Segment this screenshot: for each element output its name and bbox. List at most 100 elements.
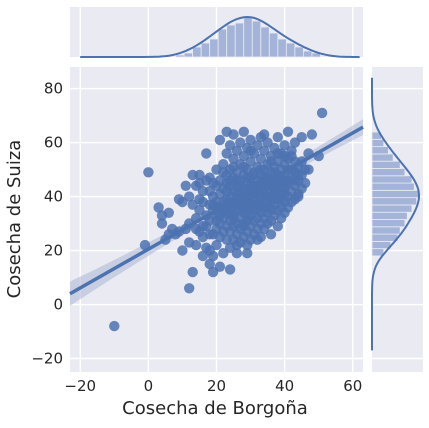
right-histogram-bar (371, 219, 406, 228)
scatter-point (224, 264, 236, 275)
right-histogram-bar (371, 211, 408, 220)
top-histogram-bar (251, 20, 262, 58)
marginal-y-histogram-panel (371, 67, 423, 372)
right-histogram-bar (371, 175, 413, 184)
top-histogram-bar (260, 26, 270, 58)
scatter-point (282, 153, 294, 164)
top-histogram-bar (209, 38, 219, 58)
scatter-point (231, 239, 243, 251)
y-tick-label: 20 (44, 242, 63, 260)
scatter-point (296, 132, 307, 143)
scatter-point (177, 245, 188, 256)
scatter-point (197, 221, 209, 232)
scatter-point (306, 129, 318, 140)
scatter-point (224, 175, 236, 186)
scatter-point (153, 202, 164, 213)
scatter-point (211, 215, 222, 226)
scatter-point (187, 169, 198, 181)
scatter-point (194, 194, 205, 205)
scatter-point (207, 250, 219, 262)
right-histogram-bar (371, 197, 418, 206)
right-histogram-bar (371, 153, 394, 162)
y-axis-label: Cosecha de Suiza (4, 140, 25, 299)
scatter-point (221, 186, 232, 197)
right-histogram-bar (371, 146, 389, 155)
scatter-point (242, 194, 253, 205)
scatter-point (204, 229, 215, 240)
right-histogram-bar (371, 168, 406, 177)
scatter-point (245, 145, 256, 156)
scatter-point (207, 199, 219, 210)
marginal-x-histogram-panel (70, 7, 363, 58)
top-histogram-bar (183, 52, 194, 58)
scatter-point (265, 229, 277, 240)
right-histogram-bar (371, 160, 401, 169)
scatter-point (238, 161, 249, 173)
scatter-point (255, 199, 266, 210)
y-tick-label: −20 (31, 350, 63, 368)
scatter-point (163, 207, 174, 218)
scatter-point (235, 204, 246, 216)
y-tick-label: 80 (44, 80, 63, 98)
scatter-point (184, 283, 195, 294)
right-histogram-bar (371, 240, 392, 250)
x-axis-label: Cosecha de Borgoña (122, 398, 308, 419)
scatter-point (187, 266, 198, 278)
top-histogram-bar (243, 16, 253, 58)
right-histogram-bar (371, 182, 415, 191)
regression-line (69, 125, 364, 296)
x-tick-label: 40 (275, 377, 294, 395)
top-histogram-bar (175, 54, 185, 58)
scatter-point (143, 167, 154, 178)
scatter-point (218, 167, 229, 178)
right-histogram-bar (371, 233, 399, 242)
scatter-panel: −20 0 20 40 60 −20 0 20 40 60 80 (31, 67, 364, 395)
scatter-point (235, 180, 246, 191)
scatter-point (109, 320, 120, 332)
scatter-point (214, 261, 226, 272)
right-histogram-bar (371, 226, 401, 235)
scatter-point (180, 180, 191, 191)
scatter-point (156, 218, 168, 229)
scatter-point (316, 107, 328, 119)
scatter-point (238, 126, 249, 137)
scatter-point (204, 258, 215, 270)
x-tick-label: 0 (144, 377, 154, 395)
scatter-point (221, 126, 232, 137)
top-histogram-bar (217, 28, 228, 58)
scatter-point (272, 148, 283, 159)
top-histogram-bar (285, 42, 296, 58)
top-kde-curve (80, 15, 360, 58)
scatter-point (299, 177, 311, 189)
top-histogram-bar (294, 46, 304, 58)
scatter-point (282, 126, 294, 137)
scatter-point (242, 248, 253, 259)
scatter-point (184, 237, 195, 248)
right-kde-curve (371, 77, 421, 351)
y-tick-label: 60 (44, 134, 63, 152)
top-histogram-bar (192, 46, 202, 58)
scatter-point (286, 145, 297, 156)
scatter-point (265, 156, 277, 167)
top-histogram-bar (234, 22, 245, 58)
scatter-point (214, 134, 226, 146)
scatter-point (303, 164, 314, 175)
scatter-point (293, 191, 304, 202)
scatter-point (231, 248, 243, 259)
top-histogram-bar (302, 50, 313, 58)
x-tick-label: 60 (343, 377, 362, 395)
scatter-point (255, 164, 266, 175)
right-histogram-bar (371, 204, 413, 213)
axes-labels: Cosecha de Borgoña Cosecha de Suiza (4, 140, 308, 419)
top-histogram-bar (268, 32, 279, 58)
scatter-point (204, 172, 215, 183)
scatter-point (228, 213, 239, 224)
right-histogram-bar (371, 189, 420, 199)
x-tick-label: 20 (207, 377, 226, 395)
scatter-point (252, 234, 263, 245)
scatter-point (201, 148, 212, 159)
top-histogram-bar (200, 42, 211, 58)
scatter-point (282, 175, 294, 186)
y-tick-label: 0 (53, 296, 63, 314)
